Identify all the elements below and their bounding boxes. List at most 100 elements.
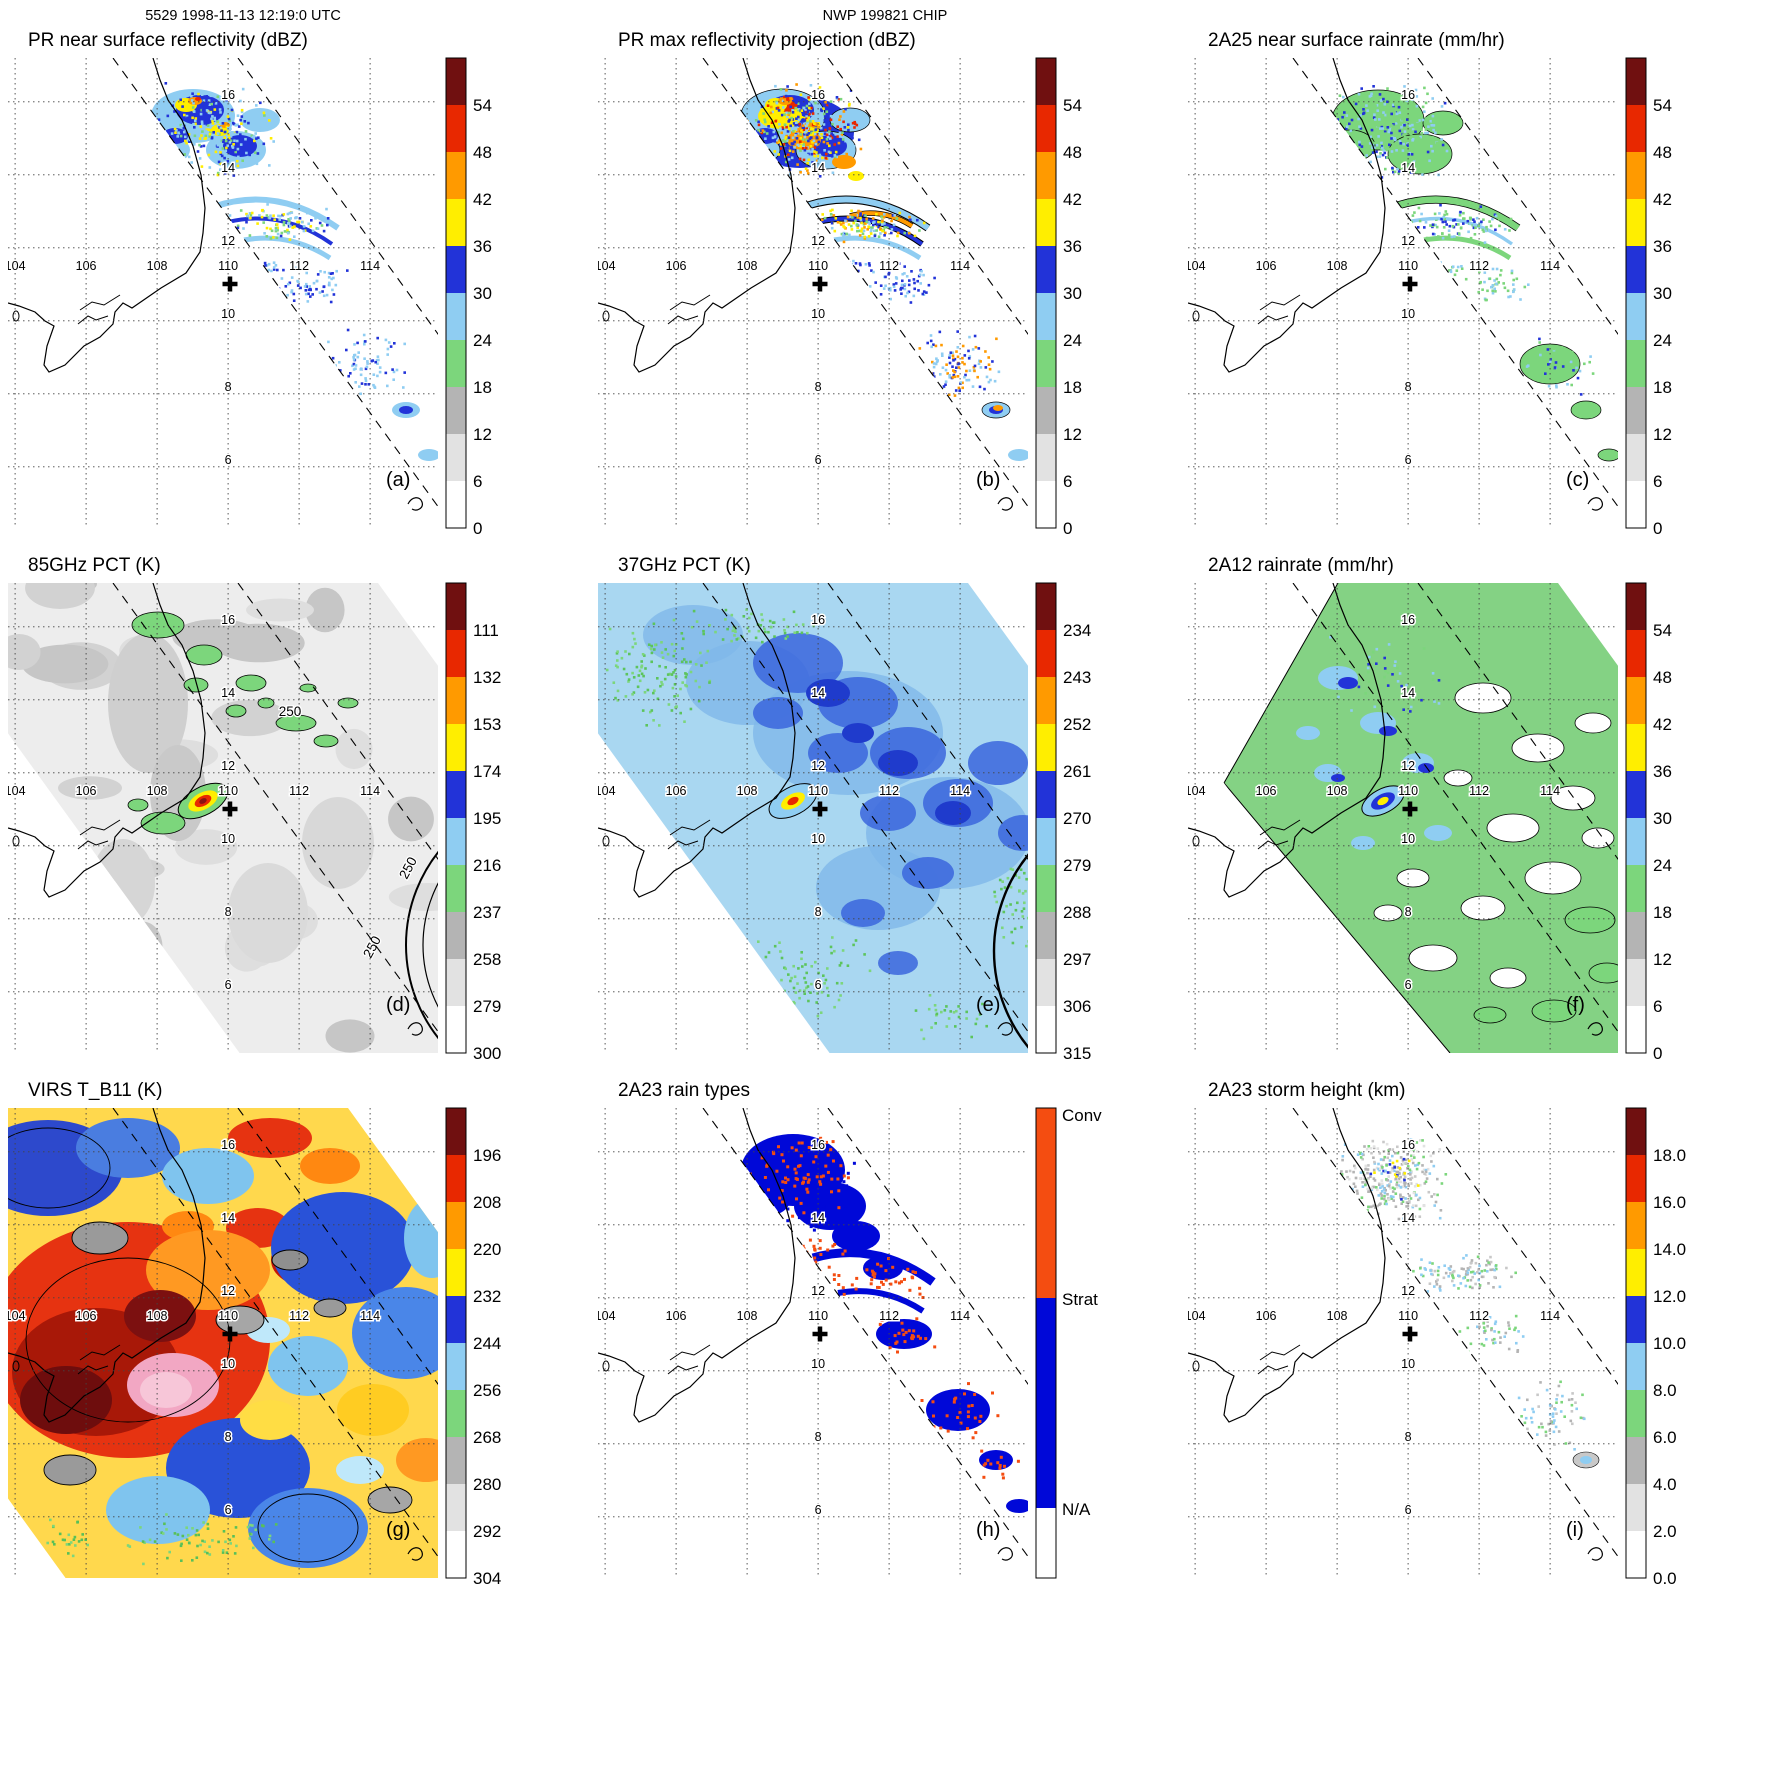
lat-tick-label: 10 (811, 832, 825, 846)
colorbar-tick-label: 48 (473, 143, 492, 162)
colorbar-tick-label: 6 (1063, 472, 1072, 491)
colorbar-tick-label: 14.0 (1653, 1240, 1686, 1259)
colorbar-category-label: Strat (1062, 1290, 1098, 1309)
panel-letter-label: (i) (1566, 1519, 1584, 1541)
data-swath-layer (598, 583, 1028, 1053)
lat-tick-label: 16 (811, 1138, 825, 1152)
colorbar-tick-label: 12.0 (1653, 1287, 1686, 1306)
colorbar-tick-label: 6.0 (1653, 1428, 1677, 1447)
river-line (669, 294, 711, 311)
lon-tick-label: 114 (950, 1309, 970, 1323)
lat-tick-label: 10 (1401, 1357, 1415, 1371)
lat-tick-label: 14 (811, 686, 825, 700)
colorbar-tick-label: 54 (1653, 621, 1672, 640)
river-line (1259, 819, 1301, 836)
storm-center-cross-icon (222, 801, 238, 817)
swath-edge-lines (112, 583, 438, 1033)
panel-letter-label: (g) (386, 1519, 410, 1541)
island-coastline (407, 497, 423, 511)
colorbar: 54 48 42 36 30 24 18 12 6 0 (1625, 57, 1672, 538)
colorbar-tick-label: 12 (473, 425, 492, 444)
colorbar: 196 208 220 232 244 256 268 280 292 304 (445, 1107, 501, 1588)
lon-tick-label: 112 (289, 259, 309, 273)
panel-title: 2A25 near surface rainrate (mm/hr) (1208, 30, 1505, 51)
coastline-layer (598, 58, 1013, 511)
lat-tick-label: 10 (1401, 307, 1415, 321)
lon-tick-label: 108 (1327, 259, 1348, 273)
latlon-grid (598, 1108, 1028, 1578)
lat-tick-label: 8 (1405, 380, 1412, 394)
lat-tick-label: 10 (221, 1357, 235, 1371)
colorbar-tick-label: 270 (1063, 809, 1091, 828)
colorbar-tick-label: 6 (473, 472, 482, 491)
river-line (77, 315, 109, 325)
lon-tick-label: 108 (737, 259, 758, 273)
colorbar-tick-label: 10.0 (1653, 1334, 1686, 1353)
island-outline (12, 835, 20, 847)
colorbar-tick-label: 30 (1063, 284, 1082, 303)
lon-tick-label: 104 (595, 784, 616, 798)
panel-b: PR max reflectivity projection (dBZ) 104 1… (598, 30, 1082, 538)
panel-letter-label: (a) (386, 469, 410, 491)
colorbar-tick-label: 304 (473, 1569, 501, 1588)
panel-title: 2A12 rainrate (mm/hr) (1208, 555, 1394, 576)
lon-tick-label: 104 (1185, 784, 1206, 798)
colorbar-tick-label: 36 (473, 237, 492, 256)
island-outline (602, 835, 610, 847)
panel-i: 2A23 storm height (km)104 106 108 110 112 114… (1188, 1080, 1686, 1588)
latlon-grid (1188, 1108, 1618, 1578)
colorbar-tick-label: 292 (473, 1522, 501, 1541)
lat-tick-label: 12 (221, 234, 235, 248)
lat-tick-label: 8 (1405, 1430, 1412, 1444)
island-outline (1192, 835, 1200, 847)
lat-tick-label: 6 (225, 1503, 232, 1517)
colorbar-tick-label: 16.0 (1653, 1193, 1686, 1212)
colorbar-tick-label: 48 (1063, 143, 1082, 162)
coastline (1188, 58, 1386, 373)
island-outline (602, 310, 610, 322)
swath-edge-lines (702, 583, 1028, 1033)
colorbar: 234 243 252 261 270 279 288 297 306 315 (1035, 582, 1091, 1063)
panel-title: 2A23 rain types (618, 1080, 750, 1101)
colorbar-tick-label: 12 (1653, 425, 1672, 444)
colorbar-tick-label: 268 (473, 1428, 501, 1447)
colorbar-tick-label: 0 (473, 519, 482, 538)
lat-tick-label: 8 (815, 905, 822, 919)
lat-tick-label: 6 (815, 1503, 822, 1517)
lon-tick-label: 110 (218, 784, 238, 798)
lon-tick-label: 106 (76, 784, 97, 798)
panel-title: 85GHz PCT (K) (28, 555, 161, 576)
colorbar-tick-label: 18 (1653, 903, 1672, 922)
river-line (1257, 840, 1289, 850)
colorbar-tick-label: 48 (1653, 143, 1672, 162)
colorbar-tick-label: 24 (1653, 856, 1672, 875)
lon-tick-label: 106 (666, 784, 687, 798)
river-line (667, 1365, 699, 1375)
island-outline (12, 1360, 20, 1372)
river-line (1257, 315, 1289, 325)
island-coastline (407, 1547, 423, 1561)
latlon-grid (8, 583, 438, 1053)
colorbar-tick-label: 42 (1653, 190, 1672, 209)
latlon-grid (8, 1108, 438, 1578)
data-swath-layer (735, 83, 1028, 461)
colorbar-tick-label: 279 (1063, 856, 1091, 875)
colorbar-tick-label: 18 (1653, 378, 1672, 397)
island-coastline (997, 1547, 1013, 1561)
colorbar-tick-label: 24 (473, 331, 492, 350)
latlon-grid (1188, 583, 1618, 1053)
lon-tick-label: 110 (808, 259, 828, 273)
colorbar-tick-label: 42 (473, 190, 492, 209)
lon-tick-label: 110 (808, 1309, 828, 1323)
lon-tick-label: 104 (595, 1309, 616, 1323)
lat-tick-label: 6 (1405, 453, 1412, 467)
lon-tick-label: 112 (1469, 259, 1489, 273)
panel-title: VIRS T_B11 (K) (28, 1080, 162, 1101)
data-swath-layer (8, 1108, 438, 1578)
